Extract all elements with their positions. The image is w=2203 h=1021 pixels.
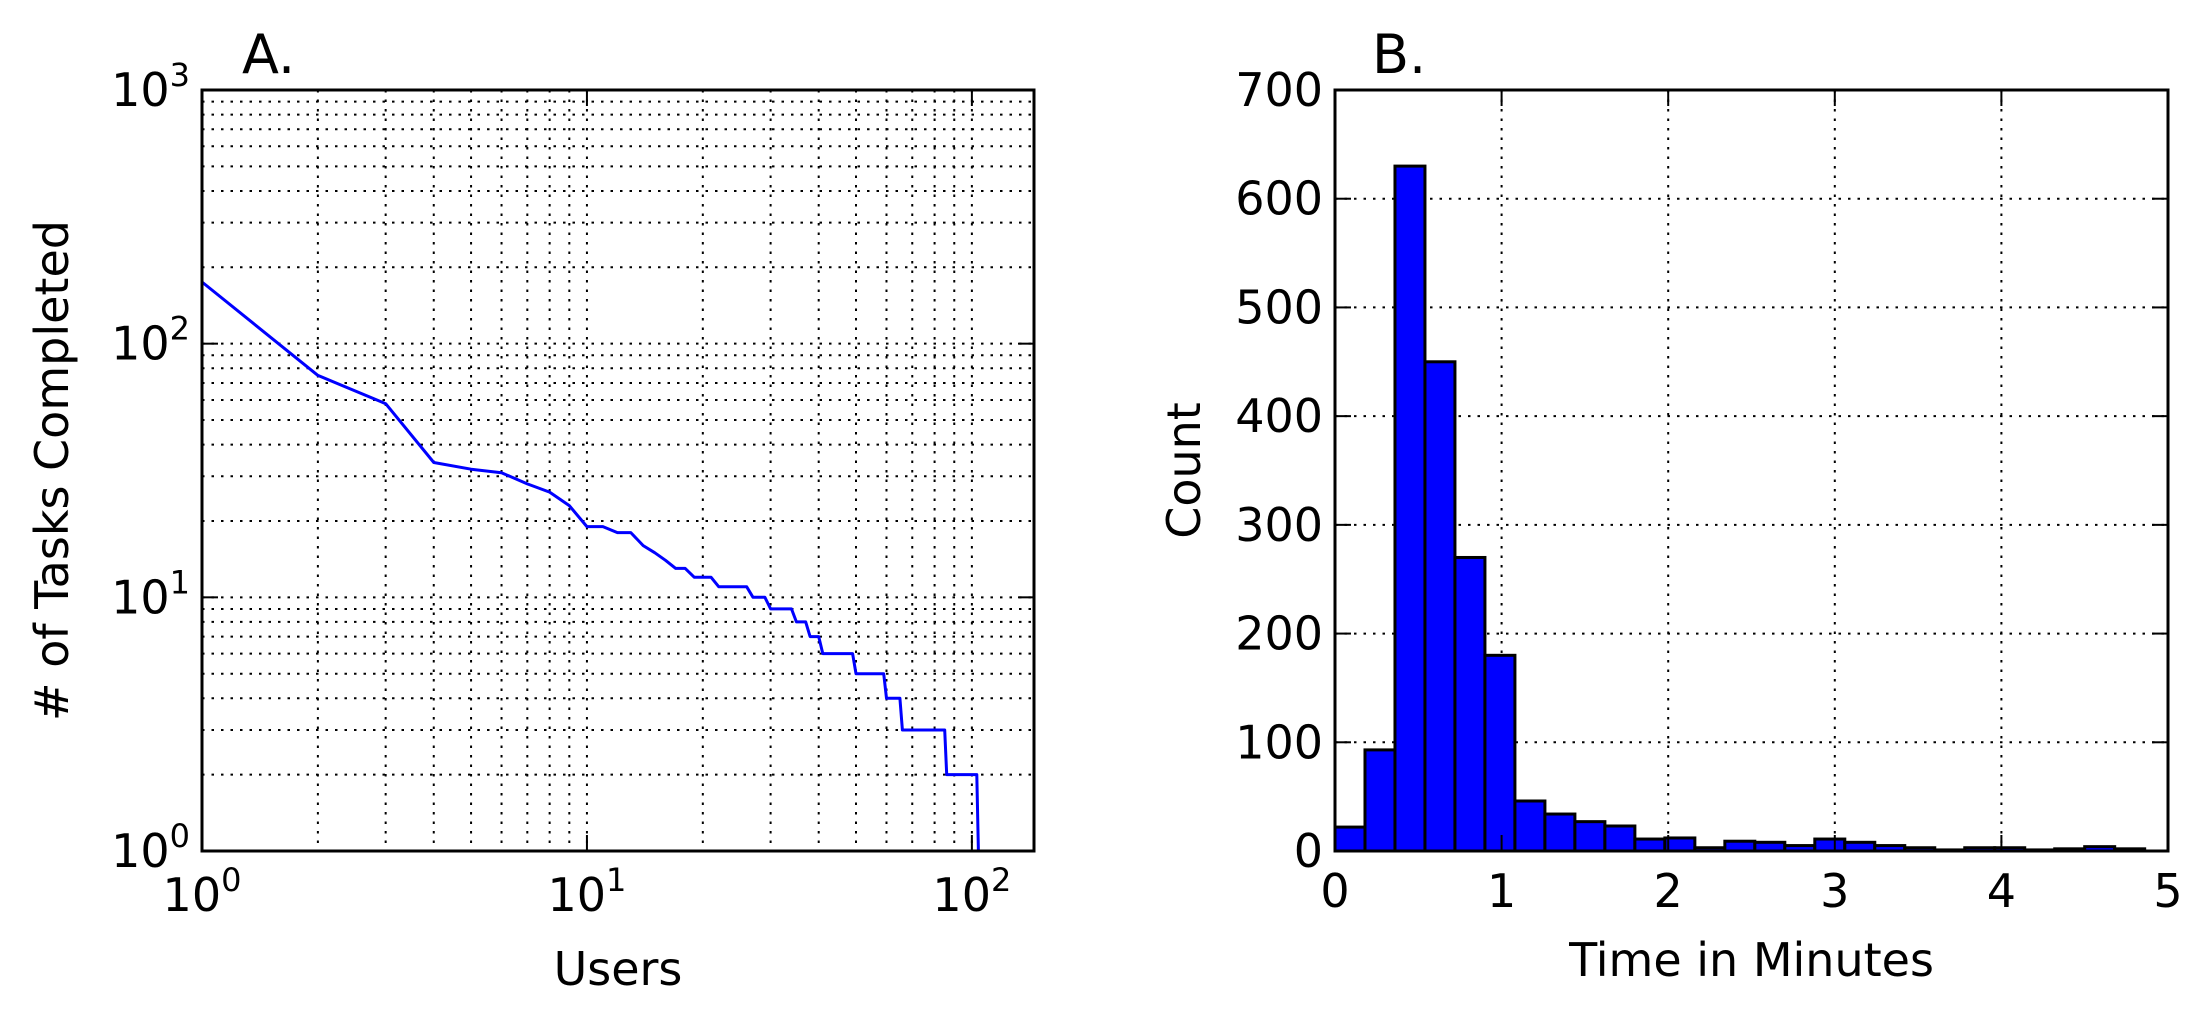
x-tick-label: 102 [932,861,1011,922]
y-tick-label: 103 [111,56,190,117]
panel-b-chart: 0 1 2 3 4 5 0 100 200 300 400 500 600 700 B. Time in Mi… [1157,23,2183,987]
histogram-bar [1813,837,1847,853]
panel-title: B. [1372,23,1426,86]
y-axis-label: # of Tasks Completed [25,220,79,721]
y-tick-label: 600 [1235,172,1323,226]
x-tick-label: 101 [547,861,626,922]
y-tick-label: 500 [1235,280,1323,334]
x-tick-label: 5 [2153,864,2182,918]
y-tick-label: 100 [1235,715,1323,769]
histogram-bar [1543,812,1577,853]
histogram-bar [1633,837,1667,853]
panel-title: A. [242,23,295,86]
x-tick-label: 3 [1820,864,1849,918]
histogram-bar [1483,653,1517,853]
y-tick-label: 200 [1235,607,1323,661]
x-tick-label: 0 [1320,864,1349,918]
y-tick-label: 700 [1235,63,1323,117]
y-axis-label: Count [1157,402,1211,539]
line-series-0 [201,280,980,853]
plot-frame [200,88,1036,853]
histogram-bar [1333,825,1367,853]
x-tick-label: 4 [1987,864,2016,918]
x-tick-label: 1 [1487,864,1516,918]
panel-a-chart: 100 101 102 100 101 102 103 A. Users # of Tasks C… [25,23,1036,996]
y-tick-label: 400 [1235,389,1323,443]
histogram-bar [1513,799,1547,853]
y-tick-label: 100 [111,817,190,878]
x-axis-label: Users [554,942,683,996]
histogram-bar [1423,360,1457,853]
histogram-bar [1393,164,1427,853]
x-tick-label: 2 [1654,864,1683,918]
y-tick-label: 300 [1235,498,1323,552]
histogram-bar [1603,824,1637,853]
histogram-bar [1663,836,1697,853]
histogram-bar [1363,748,1397,853]
plot-frame [1333,88,2170,853]
y-tick-label: 0 [1294,824,1323,878]
y-tick-label: 102 [111,310,190,371]
x-axis-label: Time in Minutes [1568,933,1934,987]
x-tick-label: 100 [163,861,242,922]
histogram-bar [1453,555,1487,853]
y-tick-label: 101 [111,563,190,624]
histogram-bar [1573,820,1607,853]
